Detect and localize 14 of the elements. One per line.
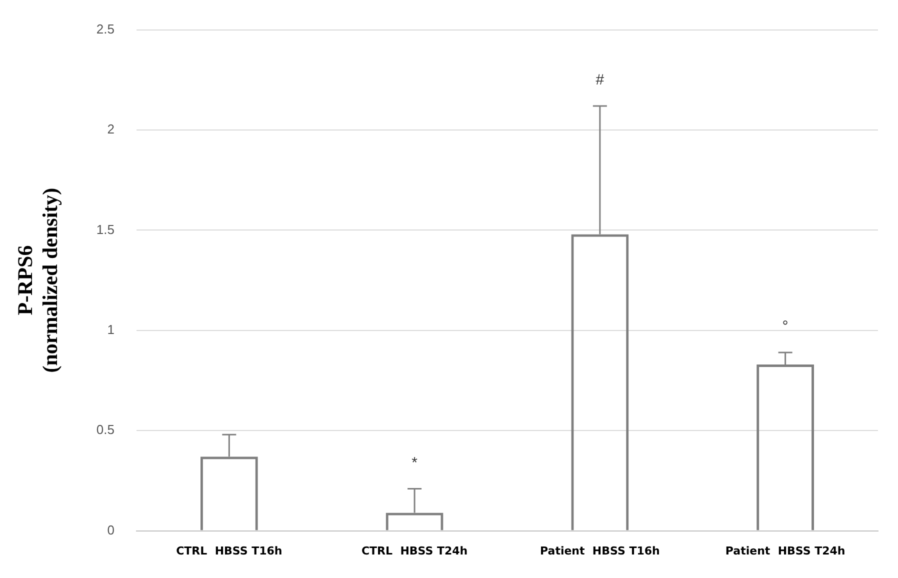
x-tick-label: CTRL HBSS T24h xyxy=(361,544,468,558)
x-tick-label: Patient HBSS T16h xyxy=(540,544,660,558)
x-tick-label: Patient HBSS T24h xyxy=(725,544,846,558)
y-tick-label: 0.5 xyxy=(96,422,114,438)
y-axis-title: P-RPS6 (normalized density) xyxy=(13,188,62,373)
y-tick-label: 0 xyxy=(107,522,114,538)
annotation: ° xyxy=(782,318,788,336)
y-tick-label: 1 xyxy=(107,322,114,337)
y-tick-label: 2.5 xyxy=(96,21,114,36)
y-tick-label: 2 xyxy=(107,122,114,137)
x-tick-label: CTRL HBSS T16h xyxy=(176,544,282,558)
annotation: * xyxy=(412,454,418,472)
y-tick-label: 1.5 xyxy=(96,222,114,237)
annotation: # xyxy=(596,72,605,89)
